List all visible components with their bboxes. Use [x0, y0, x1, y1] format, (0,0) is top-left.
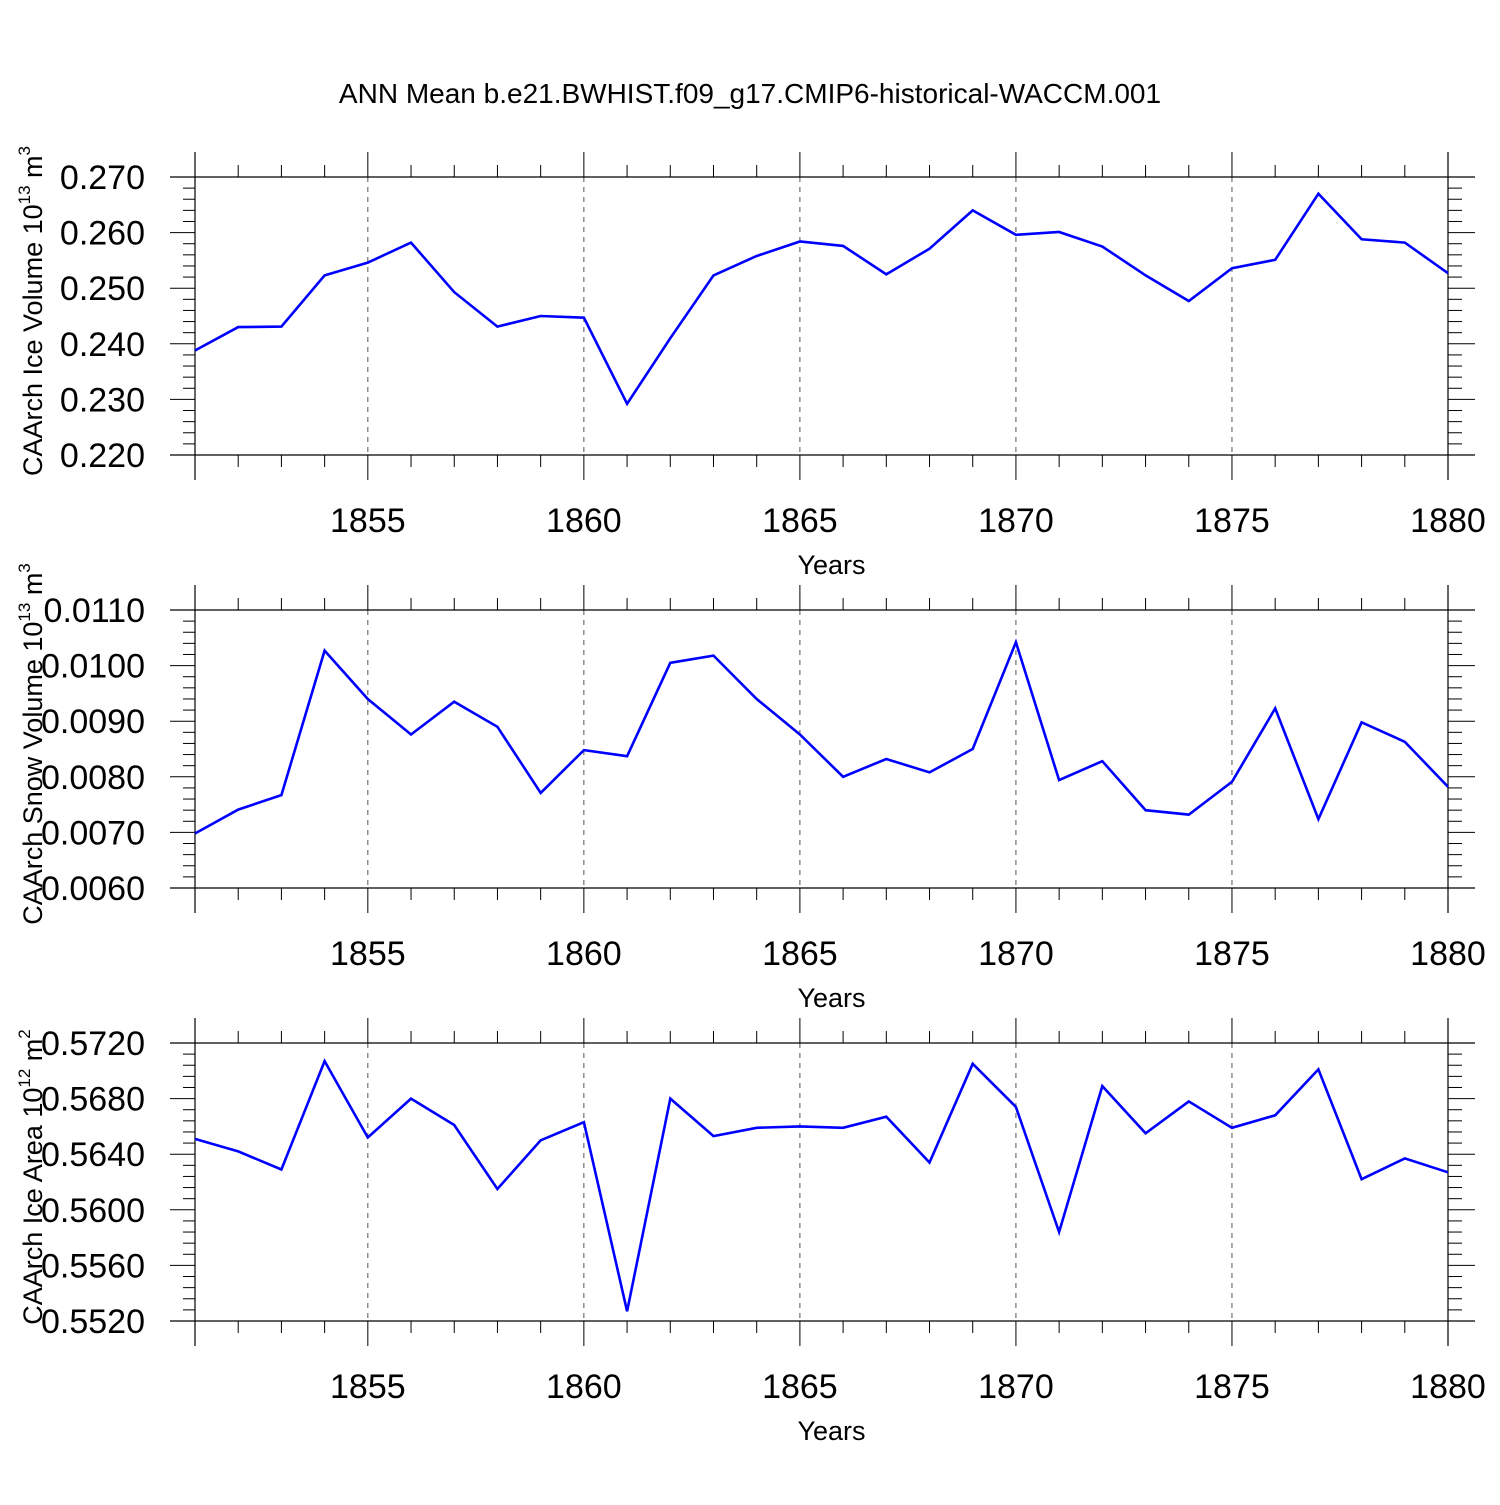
x-tick-label: 1855 [330, 935, 406, 973]
x-tick-label: 1870 [978, 502, 1054, 540]
y-tick-label: 0.270 [60, 159, 145, 197]
y-tick-label: 0.250 [60, 270, 145, 308]
panel-1: 0.220 0.230 0.240 0.250 0.260 0.270 1855 1860 18… [15, 146, 1486, 580]
y-tick-label: 0.0090 [41, 703, 145, 741]
y-tick-label: 0.0110 [44, 592, 145, 630]
x-tick-label: 1880 [1410, 1368, 1486, 1406]
x-tick-label: 1855 [330, 1368, 406, 1406]
y-tick-label: 0.5640 [41, 1136, 145, 1174]
x-tick-label: 1875 [1194, 1368, 1270, 1406]
series-line [194, 1058, 1449, 1312]
y-tick-label: 0.260 [60, 215, 145, 253]
y-tick-label: 0.230 [60, 381, 145, 419]
y-tick-label: 0.0100 [41, 648, 145, 686]
y-tick-label: 0.240 [60, 326, 145, 364]
chart-title: ANN Mean b.e21.BWHIST.f09_g17.CMIP6-hist… [338, 78, 1162, 109]
x-tick-label: 1855 [330, 502, 406, 540]
y-axis-label: CAArch Snow Volume 1013 m3 [15, 563, 48, 925]
y-tick-label: 0.0060 [41, 870, 145, 908]
panel-2: 0.0060 0.0070 0.0080 0.0090 0.0100 0.0110 1855… [15, 563, 1486, 1013]
x-tick-label: 1860 [546, 935, 622, 973]
x-axis-label: Years [797, 550, 865, 580]
y-tick-label: 0.5600 [41, 1192, 145, 1230]
y-tick-label: 0.5520 [41, 1303, 145, 1341]
y-tick-label: 0.0080 [41, 759, 145, 797]
x-tick-label: 1880 [1410, 502, 1486, 540]
y-tick-label: 0.0070 [41, 814, 145, 852]
x-tick-label: 1880 [1410, 935, 1486, 973]
x-axis-label: Years [797, 1416, 865, 1446]
x-tick-label: 1860 [546, 1368, 622, 1406]
x-tick-label: 1875 [1194, 935, 1270, 973]
panel-3: 0.5520 0.5560 0.5600 0.5640 0.5680 0.5720 1855… [15, 1018, 1486, 1446]
x-tick-label: 1870 [978, 935, 1054, 973]
series-line [194, 638, 1449, 835]
x-tick-label: 1865 [762, 935, 838, 973]
x-tick-label: 1870 [978, 1368, 1054, 1406]
y-axis-label: CAArch Ice Area 1012 m2 [15, 1029, 48, 1325]
x-tick-label: 1865 [762, 1368, 838, 1406]
x-tick-label: 1865 [762, 502, 838, 540]
x-axis-label: Years [797, 983, 865, 1013]
y-tick-label: 0.5720 [41, 1025, 145, 1063]
series-line [194, 191, 1449, 407]
y-tick-label: 0.5560 [41, 1247, 145, 1285]
x-tick-label: 1860 [546, 502, 622, 540]
y-axis-label: CAArch Ice Volume 1013 m3 [15, 146, 48, 476]
y-tick-label: 0.5680 [41, 1081, 145, 1119]
y-tick-label: 0.220 [60, 437, 145, 475]
x-tick-label: 1875 [1194, 502, 1270, 540]
